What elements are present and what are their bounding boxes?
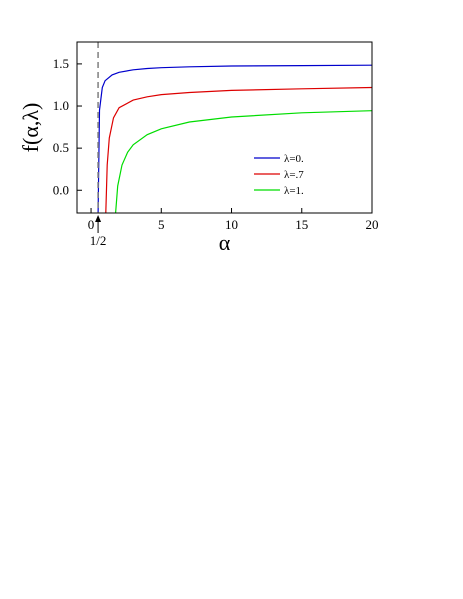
y-axis-ticks: 0.0 0.5 1.0 1.5 [53,56,82,197]
x-tick-label: 0 [88,217,95,232]
x-tick-label: 15 [295,217,308,232]
legend-label-1: λ=0. [284,153,304,165]
x-axis-ticks: 0 5 10 15 20 [88,208,379,232]
y-axis-title: f(α,λ) [18,103,43,153]
series-layer [97,64,372,213]
plot-frame [76,41,373,214]
series-line-1 [97,64,372,213]
legend: λ=0. λ=.7 λ=1. [254,153,304,197]
reference-arrow-head [95,215,102,222]
y-tick-label: 0.0 [53,182,69,197]
x-tick-label: 20 [366,217,379,232]
y-tick-label: 0.5 [53,140,69,155]
legend-label-3: λ=1. [284,185,304,197]
x-axis-title: α [219,230,231,255]
y-tick-label: 1.5 [53,56,69,71]
reference-annotation-label: 1/2 [90,233,107,248]
series-line-2 [105,86,372,213]
x-tick-label: 10 [225,217,238,232]
x-tick-label: 5 [158,217,165,232]
reference-annotation: 1/2 [90,215,107,248]
y-tick-label: 1.0 [53,98,69,113]
series-line-3 [115,110,372,213]
legend-label-2: λ=.7 [284,169,304,181]
